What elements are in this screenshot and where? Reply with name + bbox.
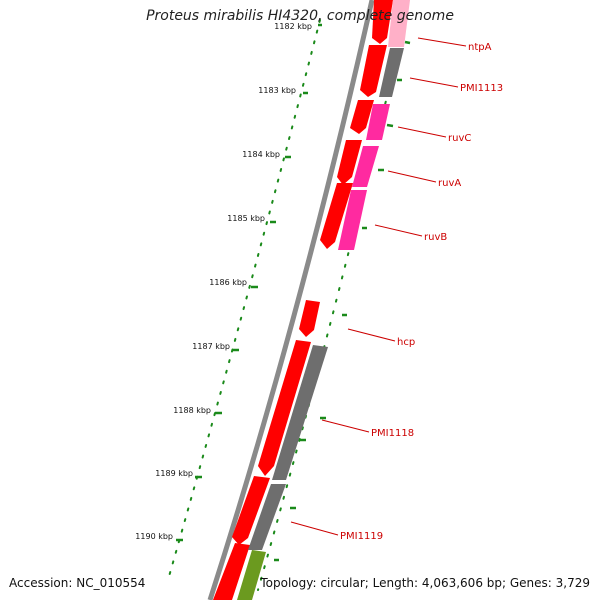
- scale-labels: 1182 kbp 1183 kbp 1184 kbp 1185 kbp 1186…: [135, 22, 312, 541]
- gene-labels: ntpA PMI1113 ruvC ruvA ruvB hcp PMI1118 …: [340, 42, 503, 542]
- gene-label-PMI1119[interactable]: PMI1119: [340, 531, 383, 542]
- gene-label-PMI1118[interactable]: PMI1118: [371, 428, 414, 439]
- leader-lines: [290, 37, 467, 536]
- backbone: [207, 0, 375, 600]
- cds-reverse-4[interactable]: [248, 484, 286, 550]
- gene-label-ntpA[interactable]: ntpA: [468, 42, 492, 53]
- cds-reverse-ruvB[interactable]: [338, 190, 367, 250]
- scale-label: 1182 kbp: [274, 22, 312, 31]
- cds-reverse-2[interactable]: [379, 48, 404, 97]
- gene-label-ruvB[interactable]: ruvB: [424, 232, 447, 243]
- cds-forward-1[interactable]: [372, 0, 393, 44]
- cds-forward-8[interactable]: [232, 476, 270, 545]
- cds-forward-7[interactable]: [258, 340, 311, 476]
- cds-forward-3[interactable]: [350, 100, 374, 134]
- accession-text: Accession: NC_010554: [9, 576, 146, 590]
- cds-reverse-3[interactable]: [272, 345, 328, 480]
- cds-reverse-ruvA[interactable]: [352, 146, 379, 187]
- scale-label: 1190 kbp: [135, 532, 173, 541]
- cds-forward-2[interactable]: [360, 45, 387, 97]
- scale-label: 1185 kbp: [227, 214, 265, 223]
- gene-label-PMI1113[interactable]: PMI1113: [460, 83, 503, 94]
- cds-reverse-1[interactable]: [388, 0, 410, 47]
- label-ticks: [274, 40, 411, 562]
- scale-label: 1187 kbp: [192, 342, 230, 351]
- cds-forward-5[interactable]: [320, 183, 353, 249]
- gene-label-ruvC[interactable]: ruvC: [448, 133, 471, 144]
- scale-label: 1189 kbp: [155, 469, 193, 478]
- feature-green[interactable]: [237, 550, 266, 600]
- cds-forward-4[interactable]: [337, 140, 362, 185]
- map-title: Proteus mirabilis HI4320, complete genom…: [146, 8, 454, 24]
- scale-label: 1186 kbp: [209, 278, 247, 287]
- scale-ticks: [176, 23, 322, 542]
- cds-forward-6[interactable]: [299, 300, 320, 337]
- cds-forward-9[interactable]: [213, 543, 250, 600]
- gene-label-hcp[interactable]: hcp: [397, 337, 415, 348]
- cds-reverse-ruvC[interactable]: [366, 104, 390, 140]
- inner-tick-arc: [257, 19, 406, 591]
- scale-label: 1183 kbp: [258, 86, 296, 95]
- gene-label-ruvA[interactable]: ruvA: [438, 178, 461, 189]
- scale-label: 1184 kbp: [242, 150, 280, 159]
- topology-text: Topology: circular; Length: 4,063,606 bp…: [260, 576, 590, 590]
- scale-label: 1188 kbp: [173, 406, 211, 415]
